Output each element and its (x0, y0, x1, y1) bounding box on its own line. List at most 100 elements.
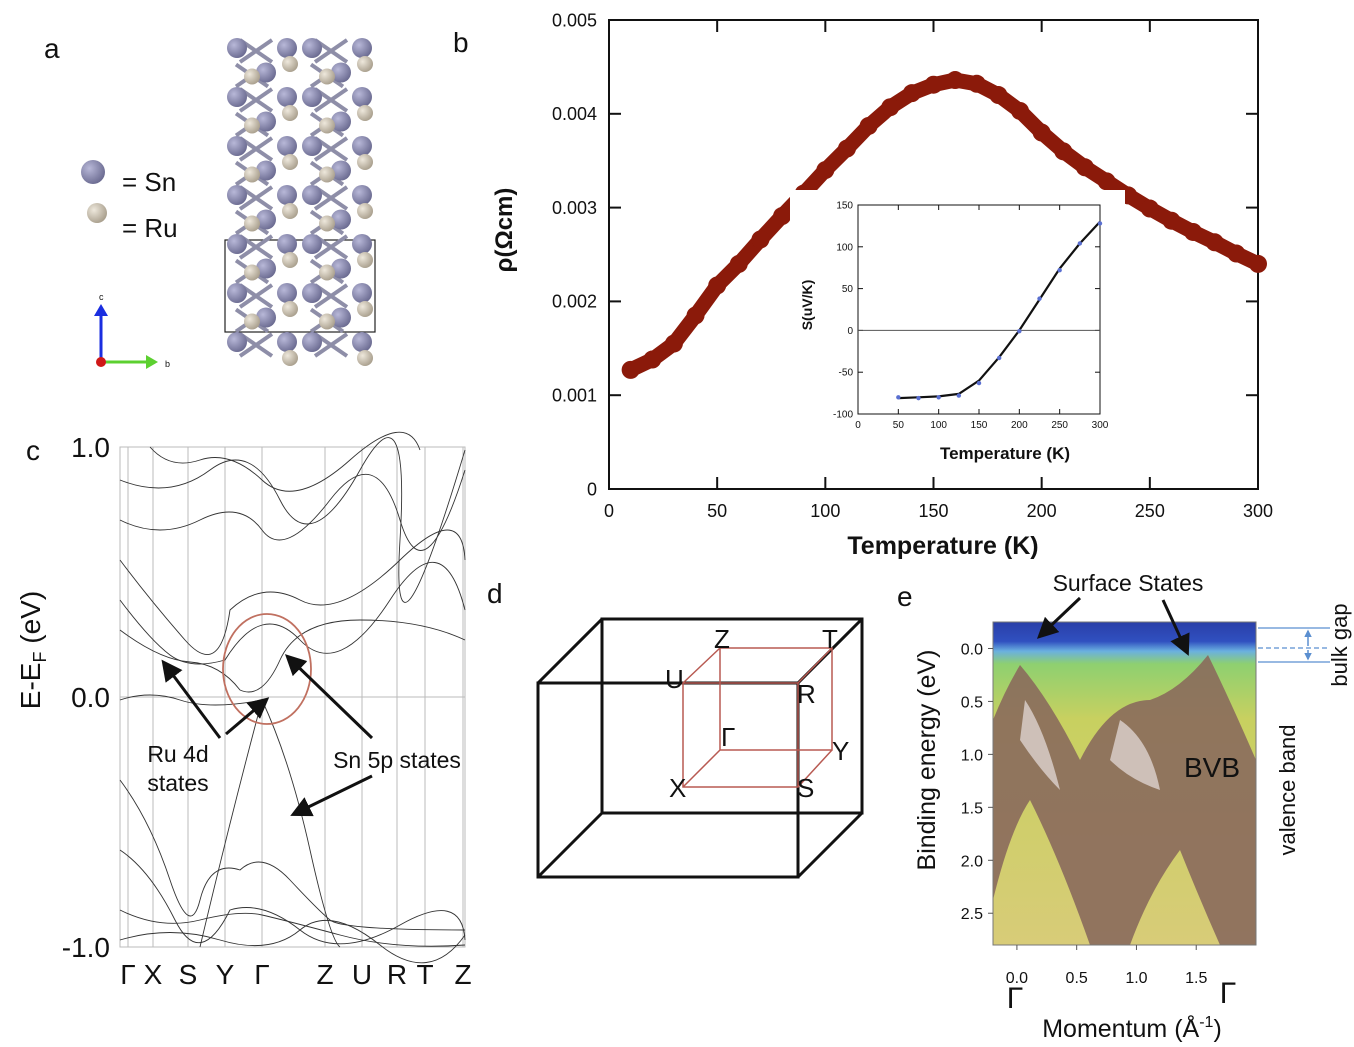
k-point-label: Z (714, 624, 730, 654)
x-tick-label: 200 (1011, 420, 1028, 431)
bond (313, 185, 349, 211)
ru-atom (319, 166, 335, 183)
ru-atom (357, 56, 373, 72)
sn-atom (227, 283, 247, 303)
ru-atom (244, 313, 260, 330)
highlight-circle (222, 613, 312, 725)
x-tick-label: 250 (1051, 420, 1068, 431)
y-tick-label: -50 (839, 368, 854, 379)
band (119, 694, 341, 948)
bond (313, 87, 349, 113)
sn-atom (302, 136, 322, 156)
sn-atom (256, 160, 276, 181)
arrow (290, 774, 373, 817)
x-tick-label: 300 (1092, 420, 1109, 431)
bond (313, 332, 349, 358)
sn-atom (302, 38, 322, 58)
sn-atom (277, 87, 297, 107)
annotation: valence band (1275, 725, 1300, 856)
annotation: BVB (1184, 752, 1240, 783)
ru-atom (357, 203, 373, 219)
data-point (837, 139, 856, 158)
sn-atom (227, 136, 247, 156)
k-point-label: T (822, 624, 838, 654)
sn-atom (256, 111, 276, 132)
ru-atom (357, 105, 373, 121)
ru-atom (244, 264, 260, 281)
sn-atom (331, 258, 351, 279)
x-tick-label: R (387, 959, 407, 990)
brillouin-zone (536, 617, 864, 879)
panel-letter: a (44, 33, 60, 64)
y-tick-label: 0.004 (552, 104, 597, 124)
y-tick-label: 0 (847, 326, 853, 337)
annotation: Surface States (1053, 570, 1204, 596)
legend-label: = Ru (122, 213, 178, 243)
sn-atom (277, 283, 297, 303)
sn-atom (277, 38, 297, 58)
data-point (1249, 254, 1267, 273)
y-tick-label: 0.003 (552, 198, 597, 218)
data-point (1097, 221, 1103, 226)
data-point (976, 380, 982, 386)
point-label: Γ (1007, 982, 1024, 1015)
data-point (902, 84, 921, 103)
sn-atom (302, 283, 322, 303)
band (119, 909, 466, 947)
ru-atom (319, 215, 335, 232)
cube-outline (536, 617, 864, 879)
k-point-label: R (797, 679, 816, 709)
data-point (967, 74, 986, 93)
y-axis-label: S(uV/K) (799, 280, 815, 331)
sn-atom (352, 87, 372, 107)
bond (238, 38, 274, 64)
x-tick-label: Z (316, 959, 333, 990)
image-frame (992, 621, 1257, 946)
x-tick-label: Z (454, 959, 471, 990)
band (119, 619, 466, 693)
data-point (621, 360, 640, 379)
data-point (1077, 241, 1083, 246)
ru-atom (319, 313, 335, 330)
label-part: ) (1213, 1015, 1221, 1042)
dispersion (993, 655, 1256, 945)
legend-label: = Sn (122, 167, 176, 197)
bond (238, 185, 274, 211)
x-tick-label: 100 (930, 420, 947, 431)
ru-atom (244, 68, 260, 85)
x-tick-label: 200 (1027, 501, 1057, 521)
data-point (1054, 142, 1073, 161)
k-point-label: U (665, 664, 684, 694)
band (119, 849, 466, 945)
panel-letter: c (26, 435, 40, 466)
sn-atom (302, 87, 322, 107)
band (119, 437, 466, 603)
data-point (664, 334, 683, 353)
x-axis-label: Momentum (Å-1) (1042, 1013, 1222, 1042)
x-tick-label: S (179, 959, 198, 990)
label-part: F (30, 652, 50, 663)
sn-atom (352, 332, 372, 352)
sn-atom (331, 160, 351, 181)
ru-atom (282, 301, 298, 317)
data-point (896, 395, 901, 400)
x-tick-label: 1.0 (1125, 970, 1147, 987)
sn-atom (227, 185, 247, 205)
band (119, 561, 466, 665)
arrow (225, 697, 270, 736)
bond (238, 332, 274, 358)
y-axis-label: E-EF (eV) (15, 591, 50, 709)
x-tick-label: Y (216, 959, 235, 990)
k-point-label: X (669, 773, 686, 803)
x-tick-label: 0.5 (1066, 970, 1088, 987)
ru-atom (244, 117, 260, 134)
x-tick-label: 150 (971, 420, 988, 431)
y-tick-label: 150 (836, 201, 853, 212)
bond (238, 136, 274, 162)
x-tick-label: 0.0 (1006, 970, 1028, 987)
y-tick-label: 50 (842, 284, 854, 295)
bond (313, 136, 349, 162)
ru-atom (357, 350, 373, 366)
x-tick-label: 1.5 (1185, 970, 1207, 987)
